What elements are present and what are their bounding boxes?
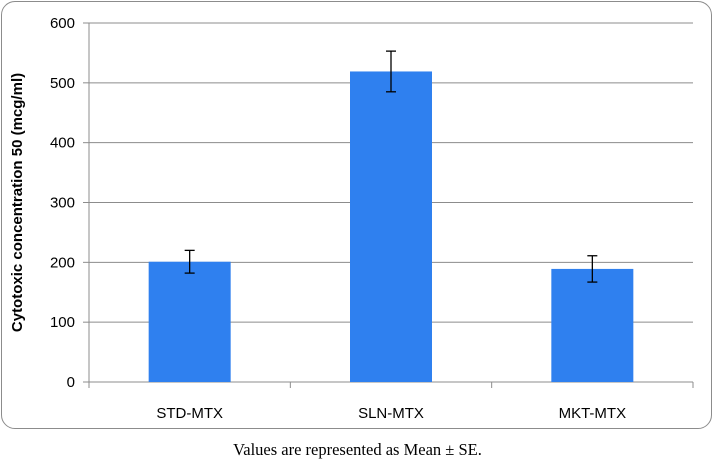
x-category-label: SLN-MTX	[358, 405, 424, 422]
y-axis-title: Cytotoxic concentration 50 (mcg/ml)	[9, 73, 26, 332]
y-tick-label: 0	[67, 374, 75, 391]
y-tick-label: 500	[50, 75, 75, 92]
x-category-label: STD-MTX	[156, 405, 223, 422]
y-tick-label: 100	[50, 314, 75, 331]
bar	[350, 71, 432, 382]
y-tick-label: 200	[50, 254, 75, 271]
y-tick-label: 600	[50, 15, 75, 32]
x-category-label: MKT-MTX	[559, 405, 627, 422]
bar	[148, 261, 231, 382]
y-tick-label: 300	[50, 195, 75, 212]
bar-chart: 0 100 200 300 400 500 600 STD-MTX SLN-MTX MKT-MTX…	[9, 15, 694, 422]
bar	[551, 268, 634, 382]
y-tick-label: 400	[50, 135, 75, 152]
chart-footnote: Values are represented as Mean ± SE.	[233, 440, 482, 459]
